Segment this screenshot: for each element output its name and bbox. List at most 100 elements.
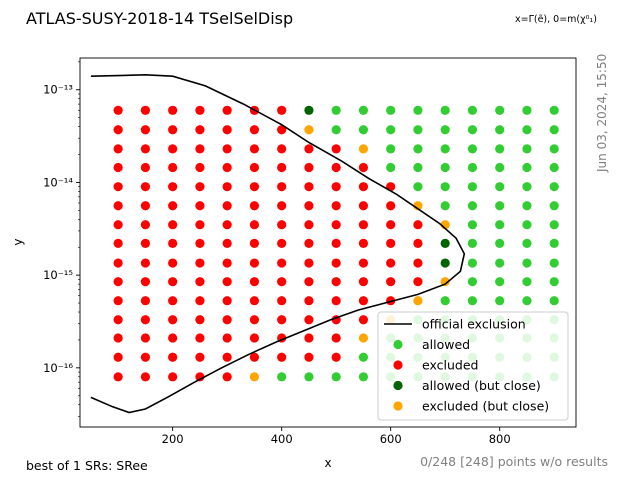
data-point-excluded [331,238,341,248]
legend-marker-swatch [393,401,403,411]
footer-right-text: 0/248 [248] points w/o results [420,454,608,469]
data-point-excluded [195,162,205,173]
data-point-allowed-but-close [440,238,450,248]
data-point-allowed [277,372,287,382]
data-point-allowed [386,125,396,135]
data-point-allowed [358,105,369,115]
data-point-excluded [140,162,151,173]
data-point-excluded [140,352,151,362]
data-point-allowed [467,296,478,306]
data-point-excluded [140,238,151,248]
data-point-excluded [358,258,369,268]
data-point-excluded [113,162,123,173]
data-point-allowed [467,277,478,287]
data-point-allowed [495,277,505,287]
data-point-allowed [549,220,559,230]
data-point-allowed [413,125,423,135]
data-point-allowed [467,144,478,154]
data-point-excluded [386,201,396,211]
data-point-excluded [113,296,123,306]
data-point-excluded [249,315,260,325]
legend-entry-label: allowed (but close) [422,378,541,393]
data-point-allowed [522,201,532,211]
data-point-excluded [168,258,178,268]
data-point-excluded [113,125,123,135]
data-point-excluded [195,220,205,230]
data-point-excluded [277,296,287,306]
data-point-excluded [222,144,232,154]
data-point-excluded [168,277,178,287]
data-point-allowed [358,352,369,362]
data-point-allowed [522,220,532,230]
data-point-excluded [358,296,369,306]
x-tick-label: 400 [271,432,293,446]
data-point-excluded [358,277,369,287]
data-point-allowed [440,105,450,115]
data-point-excluded [168,352,178,362]
data-point-excluded [222,352,232,362]
data-point-allowed [549,296,559,306]
footer-left-text: best of 1 SRs: SRee [26,458,148,473]
data-point-excluded [277,277,287,287]
data-point-excluded [413,258,423,268]
data-point-excluded [168,220,178,230]
data-point-excluded [113,277,123,287]
data-point-excluded [413,277,423,287]
data-point-excluded [331,220,341,230]
x-tick-label: 600 [380,432,402,446]
data-point-excluded [331,144,341,154]
data-point-excluded [140,296,151,306]
data-point-allowed [440,182,450,192]
data-point-excluded [168,201,178,211]
data-point-excluded [168,125,178,135]
data-point-allowed [495,296,505,306]
data-point-excluded [358,182,369,192]
data-point-allowed [522,296,532,306]
data-point-excluded [195,182,205,192]
data-point-excluded [195,296,205,306]
data-point-excluded [386,258,396,268]
data-point-excluded [168,296,178,306]
data-point-allowed-but-close [440,258,450,268]
timestamp: Jun 03, 2024, 15:50 [595,54,609,173]
data-point-allowed [358,372,369,382]
data-point-excluded [304,258,314,268]
data-point-excluded [140,201,151,211]
data-point-excluded [113,201,123,211]
data-point-excluded [304,315,314,325]
data-point-excluded [113,220,123,230]
data-point-excluded [358,220,369,230]
data-point-excluded [113,182,123,192]
data-point-allowed [549,201,559,211]
data-point-excluded [195,352,205,362]
data-point-excluded [331,352,341,362]
data-point-excluded [249,220,260,230]
data-point-allowed [467,105,478,115]
data-point-excluded [113,333,123,343]
data-point-excluded [331,162,341,173]
data-point-allowed [413,162,423,173]
data-point-excluded [277,144,287,154]
data-point-allowed [413,182,423,192]
data-point-allowed [440,125,450,135]
data-point-allowed [549,238,559,248]
data-point-excluded [249,201,260,211]
data-point-excluded [222,125,232,135]
x-tick-label: 200 [162,432,184,446]
data-point-excluded [249,125,260,135]
data-point-excluded [277,315,287,325]
data-point-excluded [113,352,123,362]
plot-area [79,57,577,428]
data-point-allowed [467,125,478,135]
data-point-excluded [277,352,287,362]
data-point-excluded [331,296,341,306]
data-point-excluded [386,220,396,230]
data-point-excluded [140,258,151,268]
data-point-excluded [195,333,205,343]
chart-subtitle: x=Γ(ẽ), 0=m(χ⁰₁) [515,14,597,25]
data-point-excluded [277,105,287,115]
data-point-excluded [140,372,151,382]
data-point-excluded [222,238,232,248]
data-point-allowed [440,162,450,173]
